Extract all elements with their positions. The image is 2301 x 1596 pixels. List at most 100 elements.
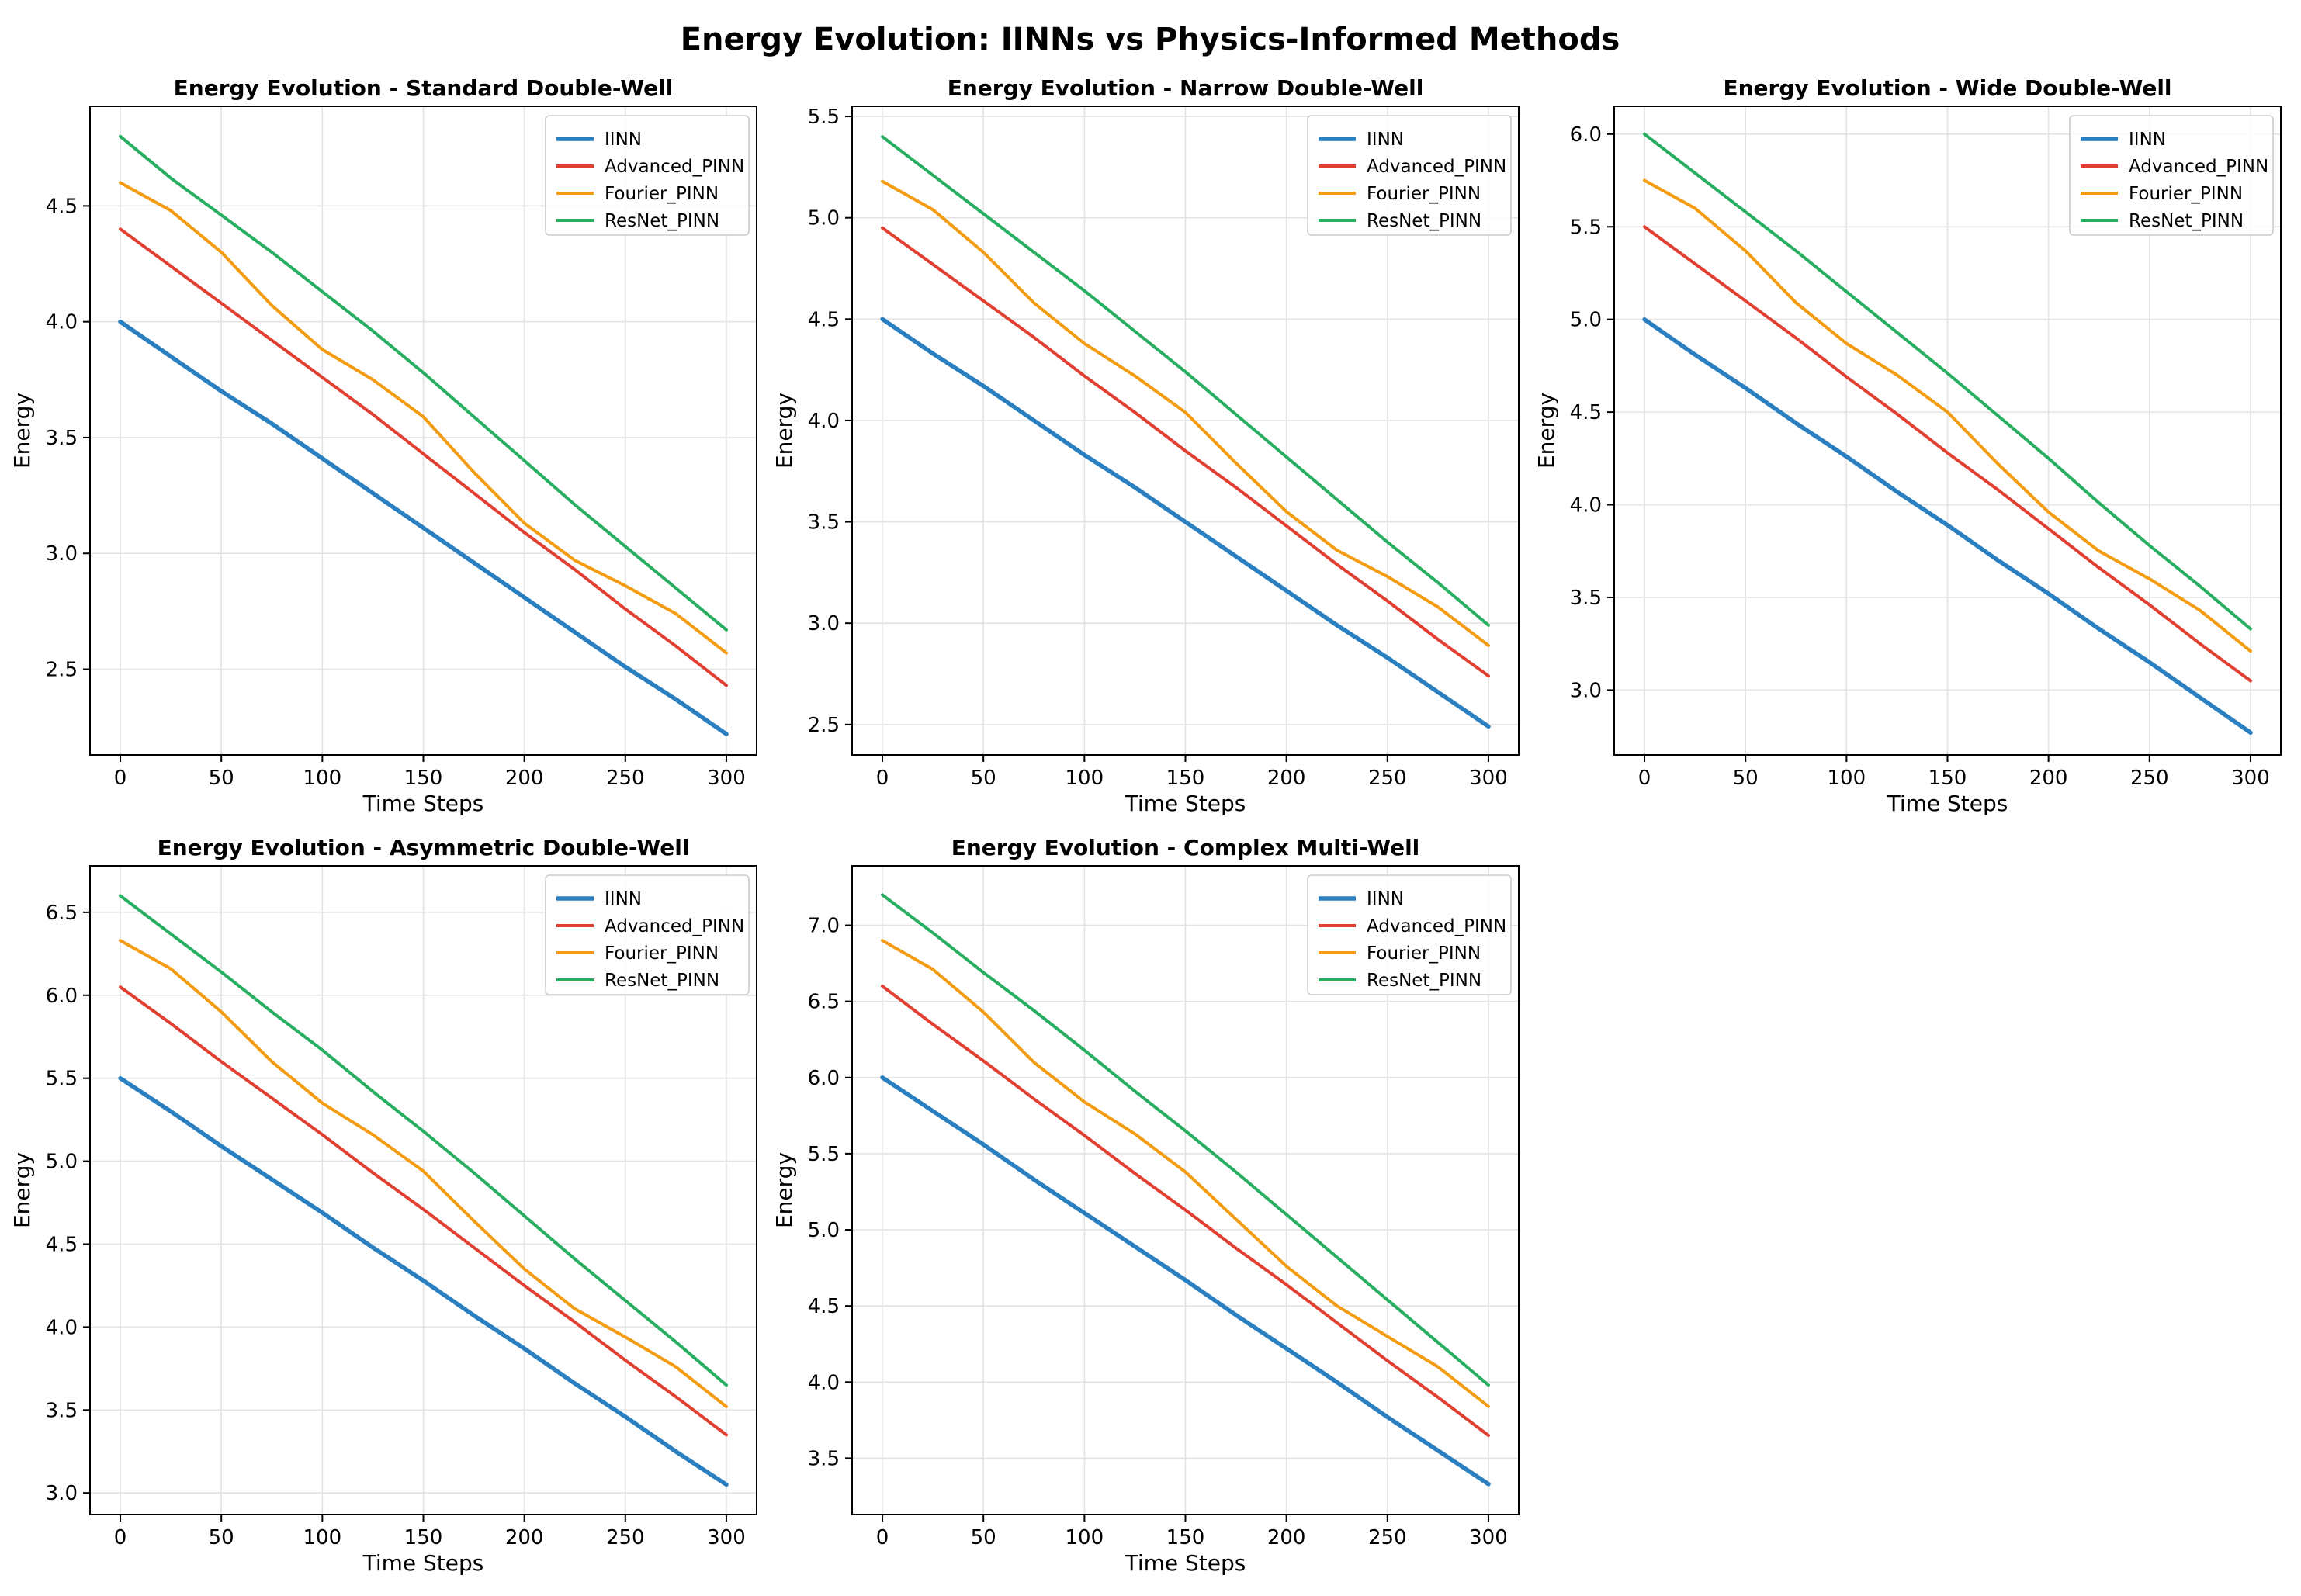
x-tick-label: 200 <box>1267 767 1306 790</box>
y-tick-label: 5.0 <box>46 1151 78 1174</box>
series-line-resnet-pinn <box>119 134 728 632</box>
y-tick-label: 4.0 <box>46 311 78 334</box>
legend-box <box>1307 874 1512 995</box>
y-tick-label: 3.0 <box>808 612 840 635</box>
y-tick-label: 4.0 <box>1570 494 1602 518</box>
x-tick-label: 250 <box>606 1526 645 1549</box>
x-tick-label: 100 <box>303 767 342 790</box>
x-tick-label: 200 <box>505 767 544 790</box>
x-tick-label: 250 <box>2130 767 2169 790</box>
x-tick-label: 200 <box>1267 1526 1306 1549</box>
x-tick-label: 150 <box>404 1526 443 1549</box>
y-tick-label: 6.5 <box>808 991 840 1014</box>
x-tick-label: 150 <box>404 767 443 790</box>
series-line-fourier-pinn <box>881 939 1490 1408</box>
y-tick-label: 3.0 <box>46 1482 78 1505</box>
y-axis-label: Energy <box>9 1152 35 1228</box>
x-axis-label: Time Steps <box>362 1550 484 1576</box>
x-tick-label: 0 <box>876 767 889 790</box>
legend-label: Advanced_PINN <box>1367 157 1506 177</box>
legend-label: IINN <box>605 130 642 150</box>
x-tick-label: 300 <box>707 1526 746 1549</box>
subplot-1: Energy Evolution - Standard Double-Well 0… <box>9 75 757 816</box>
y-axis-label: Energy <box>9 393 35 469</box>
y-tick-label: 4.5 <box>46 195 78 218</box>
x-tick-label: 50 <box>209 767 234 790</box>
x-tick-label: 100 <box>1066 1526 1104 1549</box>
x-tick-label: 0 <box>1638 767 1651 790</box>
legend: IINN Advanced_PINN Fourier_PINN ResNet_PINN <box>1307 115 1512 236</box>
subplot-5: Energy Evolution - Complex Multi-Well 0 50… <box>771 835 1520 1576</box>
series-line-fourier-pinn <box>1643 178 2252 653</box>
legend-label: IINN <box>2129 130 2166 150</box>
x-tick-label: 300 <box>1469 1526 1508 1549</box>
x-tick-label: 200 <box>2029 767 2068 790</box>
y-tick-label: 7.0 <box>808 915 840 938</box>
legend-label: Advanced_PINN <box>605 157 744 177</box>
x-tick-label: 300 <box>1469 767 1508 790</box>
x-tick-label: 200 <box>505 1526 544 1549</box>
x-axis-label: Time Steps <box>1125 1550 1246 1576</box>
series-line-advanced-pinn <box>1643 225 2252 683</box>
legend-label: ResNet_PINN <box>2129 211 2244 231</box>
x-tick-label: 150 <box>1166 1526 1205 1549</box>
series-line-fourier-pinn <box>119 939 728 1408</box>
legend-label: Fourier_PINN <box>605 943 719 964</box>
subplot-4: Energy Evolution - Asymmetric Double-Wel… <box>9 835 757 1576</box>
legend-label: Fourier_PINN <box>605 184 719 204</box>
legend-label: ResNet_PINN <box>1367 211 1481 231</box>
legend-label: Fourier_PINN <box>1367 943 1481 964</box>
y-tick-label: 6.0 <box>808 1067 840 1090</box>
y-tick-label: 4.5 <box>808 308 840 331</box>
subplot-title: Energy Evolution - Wide Double-Well <box>1723 75 2171 101</box>
legend-label: IINN <box>605 889 642 909</box>
series-line-resnet-pinn <box>1643 132 2252 631</box>
subplot-title: Energy Evolution - Complex Multi-Well <box>951 835 1420 860</box>
y-axis-label: Energy <box>1533 393 1559 469</box>
y-tick-label: 3.5 <box>1570 587 1602 610</box>
y-tick-label: 5.5 <box>808 106 840 129</box>
series-line-iinn <box>1642 317 2253 736</box>
y-tick-label: 4.0 <box>808 410 840 433</box>
x-tick-label: 150 <box>1166 767 1205 790</box>
series-line-resnet-pinn <box>881 135 1490 627</box>
legend-label: Advanced_PINN <box>1367 916 1506 936</box>
legend: IINN Advanced_PINN Fourier_PINN ResNet_PINN <box>2069 115 2274 236</box>
subplot-title: Energy Evolution - Standard Double-Well <box>174 75 674 101</box>
y-tick-label: 5.0 <box>808 207 840 230</box>
series-line-fourier-pinn <box>881 179 1490 647</box>
legend-box <box>2069 115 2274 236</box>
x-tick-label: 250 <box>1368 1526 1407 1549</box>
x-tick-label: 300 <box>707 767 746 790</box>
legend: IINN Advanced_PINN Fourier_PINN ResNet_PINN <box>545 874 750 995</box>
series-line-advanced-pinn <box>119 227 728 687</box>
series-line-advanced-pinn <box>881 226 1490 678</box>
y-axis-label: Energy <box>771 393 797 469</box>
legend-label: ResNet_PINN <box>1367 971 1481 991</box>
y-tick-label: 5.0 <box>1570 309 1602 332</box>
y-tick-label: 3.5 <box>46 427 78 450</box>
series-line-advanced-pinn <box>881 985 1490 1437</box>
x-tick-label: 100 <box>303 1526 342 1549</box>
legend-label: ResNet_PINN <box>605 211 719 231</box>
y-tick-label: 4.5 <box>46 1233 78 1256</box>
y-tick-label: 4.5 <box>808 1295 840 1318</box>
y-tick-label: 5.5 <box>46 1068 78 1091</box>
y-tick-label: 5.5 <box>1570 216 1602 239</box>
legend: IINN Advanced_PINN Fourier_PINN ResNet_PINN <box>1307 874 1512 995</box>
x-tick-label: 300 <box>2231 767 2270 790</box>
legend-label: Fourier_PINN <box>2129 184 2243 204</box>
y-tick-label: 4.5 <box>1570 401 1602 424</box>
y-tick-label: 6.0 <box>46 985 78 1008</box>
legend: IINN Advanced_PINN Fourier_PINN ResNet_PINN <box>545 115 750 236</box>
x-tick-label: 50 <box>971 767 996 790</box>
x-axis-label: Time Steps <box>1887 791 2008 816</box>
x-tick-label: 0 <box>114 767 127 790</box>
series-line-iinn <box>118 1075 729 1487</box>
x-tick-label: 50 <box>1733 767 1759 790</box>
x-tick-label: 250 <box>606 767 645 790</box>
x-tick-label: 100 <box>1828 767 1866 790</box>
legend-label: ResNet_PINN <box>605 971 719 991</box>
series-line-iinn <box>880 1075 1491 1487</box>
